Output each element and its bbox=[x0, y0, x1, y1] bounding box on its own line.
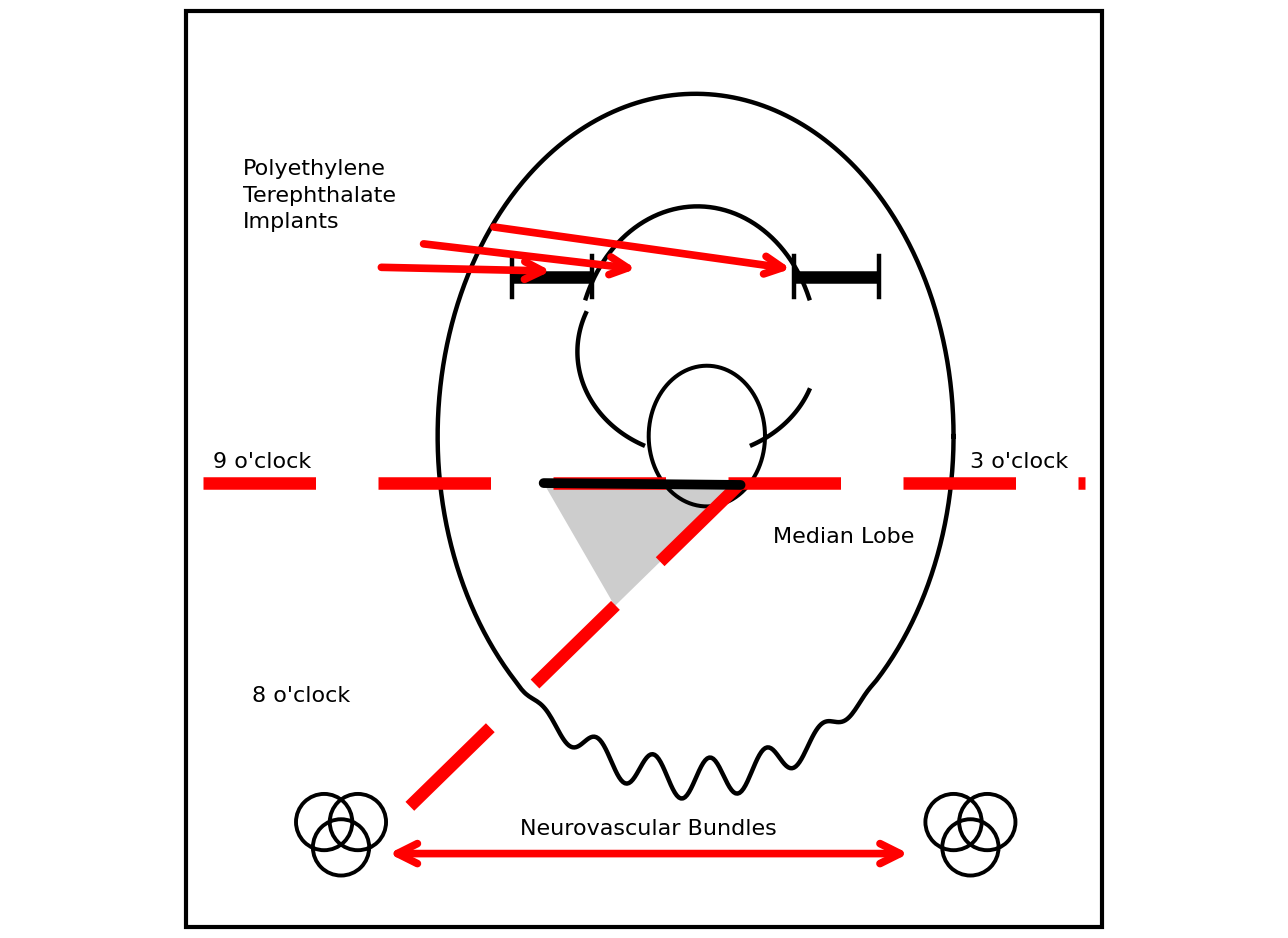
Text: 3 o'clock: 3 o'clock bbox=[970, 452, 1068, 472]
FancyBboxPatch shape bbox=[187, 11, 1101, 927]
Text: Median Lobe: Median Lobe bbox=[773, 527, 914, 548]
Polygon shape bbox=[544, 483, 741, 606]
Text: 8 o'clock: 8 o'clock bbox=[252, 686, 350, 706]
Text: Polyethylene
Terephthalate
Implants: Polyethylene Terephthalate Implants bbox=[242, 159, 395, 233]
Text: 9 o'clock: 9 o'clock bbox=[213, 452, 310, 472]
Text: Neurovascular Bundles: Neurovascular Bundles bbox=[520, 819, 777, 839]
